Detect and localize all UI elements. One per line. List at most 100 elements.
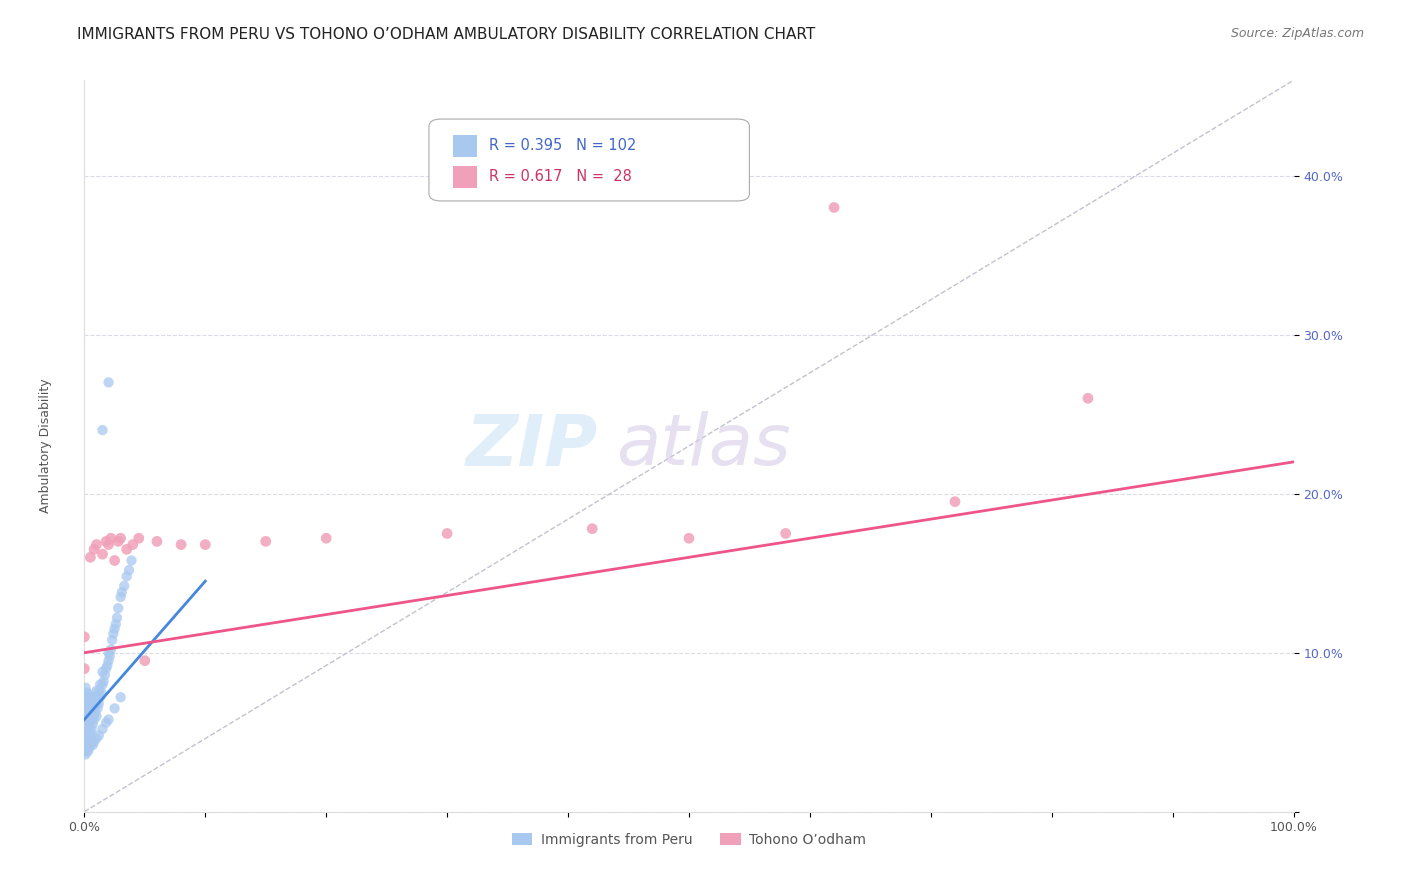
Point <box>73 662 96 676</box>
Point <box>110 690 132 705</box>
Point <box>80 722 103 736</box>
Point <box>943 494 966 508</box>
Point <box>87 728 110 742</box>
Point <box>104 553 127 567</box>
Point <box>75 733 97 747</box>
Point <box>86 731 108 746</box>
Point <box>77 717 100 731</box>
Point <box>76 741 98 756</box>
Point <box>73 701 96 715</box>
Point <box>94 662 117 676</box>
Point <box>83 713 105 727</box>
Point <box>82 693 104 707</box>
Point <box>77 697 100 711</box>
Point <box>76 701 98 715</box>
Point <box>194 538 217 552</box>
Point <box>91 665 114 679</box>
Point <box>581 522 603 536</box>
Point <box>94 534 117 549</box>
Point <box>97 376 120 390</box>
Point <box>97 713 120 727</box>
Point <box>111 585 134 599</box>
Point <box>86 697 108 711</box>
Point <box>146 534 169 549</box>
Point <box>73 630 96 644</box>
Point <box>254 534 277 549</box>
Point <box>79 738 101 752</box>
Point <box>94 715 117 730</box>
Point <box>94 668 117 682</box>
Point <box>82 717 104 731</box>
Point <box>678 531 700 545</box>
Point <box>77 728 100 742</box>
Point <box>128 531 150 545</box>
Point <box>75 701 97 715</box>
Point <box>90 685 112 699</box>
Point <box>84 706 107 720</box>
Point <box>87 697 110 711</box>
Point <box>77 733 100 747</box>
Point <box>98 648 121 663</box>
Point <box>86 709 108 723</box>
Point <box>134 654 156 668</box>
Point <box>87 684 110 698</box>
Point <box>82 738 104 752</box>
Point <box>121 553 143 567</box>
Point <box>79 714 101 728</box>
Point <box>77 687 100 701</box>
Point <box>103 626 125 640</box>
Text: R = 0.617   N =  28: R = 0.617 N = 28 <box>489 169 633 184</box>
Point <box>823 201 845 215</box>
Point <box>97 538 120 552</box>
Point <box>77 741 100 756</box>
Point <box>77 709 100 723</box>
FancyBboxPatch shape <box>453 135 478 157</box>
Point <box>77 699 100 714</box>
Point <box>75 697 97 711</box>
Point <box>91 547 114 561</box>
Point <box>77 715 100 730</box>
Point <box>121 538 143 552</box>
Point <box>110 590 132 604</box>
Point <box>79 550 101 565</box>
Point <box>86 701 108 715</box>
Point <box>436 526 458 541</box>
Point <box>73 709 96 723</box>
Point <box>105 611 128 625</box>
Point <box>97 646 120 660</box>
Point <box>118 563 141 577</box>
Point <box>104 622 127 636</box>
Point <box>75 747 97 762</box>
Point <box>91 722 114 736</box>
Point <box>79 725 101 739</box>
Point <box>83 735 105 749</box>
Point <box>75 681 97 695</box>
Point <box>82 706 104 720</box>
Point <box>104 617 127 632</box>
Point <box>86 538 108 552</box>
Point <box>76 717 98 731</box>
Point <box>76 693 98 707</box>
Point <box>170 538 193 552</box>
Point <box>91 423 114 437</box>
Point <box>76 709 98 723</box>
Point <box>115 542 138 557</box>
Point <box>75 741 97 756</box>
Point <box>84 693 107 707</box>
Point <box>73 717 96 731</box>
Point <box>73 693 96 707</box>
Point <box>76 685 98 699</box>
Point <box>73 744 96 758</box>
Point <box>80 713 103 727</box>
Point <box>75 725 97 739</box>
Point <box>75 709 97 723</box>
Point <box>79 705 101 719</box>
Text: ZIP: ZIP <box>465 411 599 481</box>
Point <box>73 741 96 756</box>
Point <box>80 690 103 705</box>
Point <box>77 690 100 705</box>
Point <box>97 654 120 668</box>
Point <box>77 744 100 758</box>
Point <box>104 701 127 715</box>
Point <box>73 738 96 752</box>
